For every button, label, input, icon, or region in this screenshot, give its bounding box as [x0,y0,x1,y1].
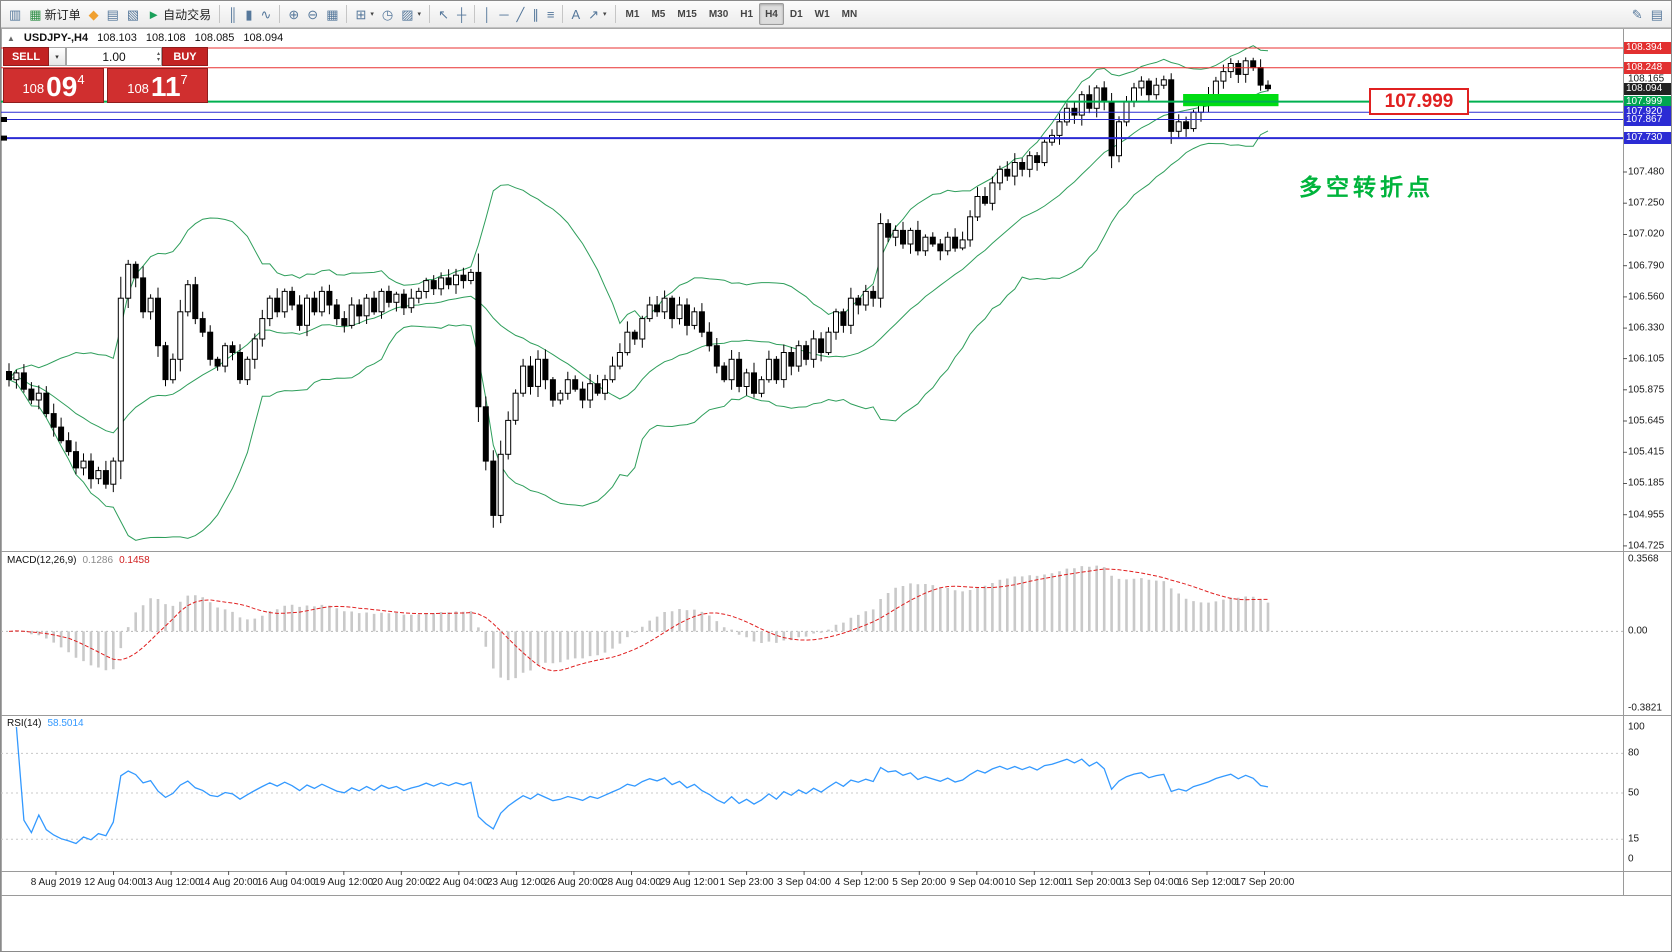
tf-h1-button[interactable]: H1 [740,8,754,20]
trendline-icon[interactable]: ╱ [516,6,525,22]
buy-price-prefix: 108 [127,81,149,96]
horizontal-level-lines[interactable] [1,47,1623,141]
candlestick-chart-icon[interactable]: ▮ [245,6,253,22]
tf-h4-button[interactable]: H4 [759,3,784,25]
toolbar-separator [474,5,476,23]
low-value: 108.085 [194,32,235,44]
price-axis[interactable] [1623,28,1671,951]
chart-note[interactable]: 多空转折点 [1299,174,1434,200]
open-value: 108.103 [97,32,137,44]
price-callout[interactable]: 107.999 [1369,88,1469,115]
axis-tick-marks [55,171,1627,875]
templates-icon[interactable]: ▨ ▾ [401,6,422,22]
properties-icon[interactable]: ▤ [1650,6,1663,22]
data-window-icon[interactable]: ▤ [106,6,119,22]
autotrading-button[interactable]: ► 自动交易 [147,6,212,22]
crosshair-icon[interactable]: ┼ [456,6,467,22]
macd-indicator-label: MACD(12,26,9) 0.1286 0.1458 [7,555,150,566]
rsi-line [15,726,1269,845]
compose-icon[interactable]: ✎ [1631,6,1643,22]
cursor-icon[interactable]: ↖ [438,6,449,22]
sell-button[interactable]: SELL [3,47,49,66]
main-toolbar: ▥ ▦ 新订单 ◆ ▤ ▧ ► 自动交易 ║ ▮ ∿ ⊕ ⊖ ▦ ⊞ ▾ ◷ ▨ ▾ ↖ ┼ │ ─ ╱ ∥ ≡ A ↗ ▾ M1 M5 M1… [1,1,1671,28]
vertical-line-icon[interactable]: │ [483,6,492,22]
macd-signal-value: 0.1458 [119,555,150,566]
macd-name: MACD(12,26,9) [7,555,77,566]
chart-window-icon[interactable]: ▥ [9,6,22,22]
fibonacci-icon[interactable]: ≡ [546,6,555,22]
macd-signal-line [8,568,1268,672]
buy-price-tile[interactable]: 108 11 7 [107,68,208,103]
one-click-trading-panel: SELL ▾ 1.00 ▴ ▾ BUY 108 09 4 108 11 7 [3,47,208,103]
chart-ohlc-header: ▲ USDJPY-,H4 108.103 108.108 108.085 108… [7,32,283,44]
tf-m15-button[interactable]: M15 [677,8,697,20]
tf-d1-button[interactable]: D1 [789,8,803,20]
tf-mn-button[interactable]: MN [841,8,858,20]
rsi-panel [1,726,1623,845]
stepper-down-icon[interactable]: ▾ [156,56,160,63]
toolbar-separator [219,5,221,23]
toolbar-separator [429,5,431,23]
macd-panel [1,565,1623,681]
tf-w1-button[interactable]: W1 [814,8,830,20]
sell-price-prefix: 108 [22,81,45,96]
candlesticks [6,57,1271,528]
order-type-dropdown[interactable]: ▾ [49,47,66,66]
sell-price-pips: 09 [46,71,78,102]
sell-price-tile[interactable]: 108 09 4 [3,68,104,103]
symbol-timeframe-label: USDJPY-,H4 [23,32,89,44]
toolbar-separator [279,5,281,23]
buy-price-pips: 11 [150,71,181,102]
rsi-indicator-label: RSI(14) 58.5014 [7,718,84,729]
volume-stepper[interactable]: ▴ ▾ [157,49,160,64]
volume-value: 1.00 [102,49,126,64]
mql5-community-icon[interactable]: ◆ [88,6,99,22]
text-tool-icon[interactable]: A [571,6,581,22]
high-value: 108.108 [145,32,186,44]
toolbar-separator [346,5,348,23]
close-value: 108.094 [243,32,284,44]
stepper-up-icon[interactable]: ▴ [156,50,160,57]
support-zone-highlight[interactable] [1183,94,1279,107]
collapse-chart-icon[interactable]: ▲ [7,33,15,43]
zoom-in-icon[interactable]: ⊕ [288,6,300,22]
toolbar-separator [562,5,564,23]
profiles-icon[interactable]: ◷ [381,6,394,22]
arrows-tool-icon[interactable]: ↗ ▾ [588,6,607,22]
sell-price-point: 4 [77,72,85,87]
new-order-button[interactable]: ▦ 新订单 [29,6,81,22]
line-chart-icon[interactable]: ∿ [260,6,272,22]
tf-m30-button[interactable]: M30 [708,8,729,20]
buy-price-point: 7 [180,72,188,87]
tf-m5-button[interactable]: M5 [651,8,666,20]
zoom-out-icon[interactable]: ⊖ [307,6,319,22]
time-axis[interactable] [1,871,1623,895]
new-chart-icon[interactable]: ⊞ ▾ [355,6,374,22]
bar-chart-icon[interactable]: ║ [228,6,238,22]
macd-main-value: 0.1286 [82,555,114,566]
horizontal-line-icon[interactable]: ─ [499,6,509,22]
auto-scroll-icon[interactable]: ▦ [326,6,339,22]
macd-histogram [15,565,1270,681]
buy-button[interactable]: BUY [162,47,208,66]
tf-m1-button[interactable]: M1 [625,8,640,20]
channel-icon[interactable]: ∥ [532,6,539,22]
rsi-name: RSI(14) [7,718,42,729]
navigator-icon[interactable]: ▧ [126,6,140,22]
toolbar-separator [614,5,616,23]
volume-input[interactable]: 1.00 ▴ ▾ [66,47,162,66]
rsi-value: 58.5014 [47,718,84,729]
